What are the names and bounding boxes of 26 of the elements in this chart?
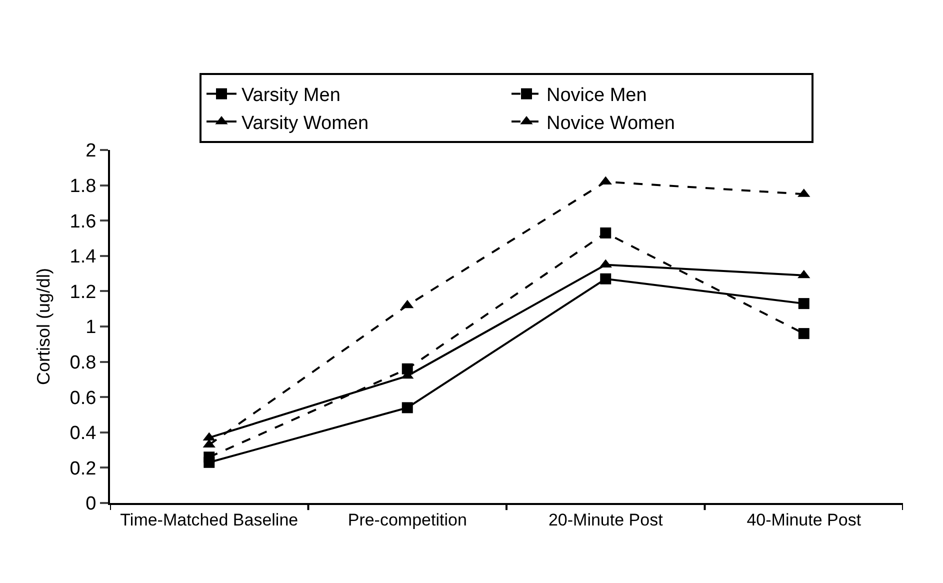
x-tick-label: 40-Minute Post: [746, 510, 862, 530]
legend-label: Varsity Men: [242, 85, 340, 106]
legend-label: Novice Women: [546, 112, 675, 134]
x-tick-label: 20-Minute Post: [548, 510, 664, 530]
y-axis-title: Cortisol (ug/dl): [33, 268, 54, 386]
y-tick-label: 0: [86, 494, 96, 515]
point: [600, 227, 612, 238]
y-tick-label: 0.8: [70, 352, 96, 374]
y-tick-label: 1.4: [70, 246, 97, 268]
point: [600, 273, 612, 284]
legend-label: Novice Men: [546, 85, 647, 106]
y-tick-label: 1.6: [70, 211, 96, 232]
point: [798, 298, 810, 310]
y-tick-label: 1.8: [70, 176, 96, 197]
point: [402, 402, 413, 414]
legend-label: Varsity Women: [242, 112, 369, 134]
y-tick-label: 0.6: [70, 388, 96, 409]
y-tick-label: 1.2: [70, 282, 96, 303]
y-tick-label: 2: [86, 140, 96, 162]
y-tick-label: 0.2: [70, 458, 96, 480]
y-tick-label: 0.4: [70, 423, 97, 444]
x-tick-label: Time-Matched Baseline: [120, 510, 298, 530]
x-tick-label: Pre-competition: [348, 510, 467, 530]
point: [204, 452, 215, 463]
point: [798, 328, 810, 340]
y-tick-label: 1: [86, 317, 96, 338]
